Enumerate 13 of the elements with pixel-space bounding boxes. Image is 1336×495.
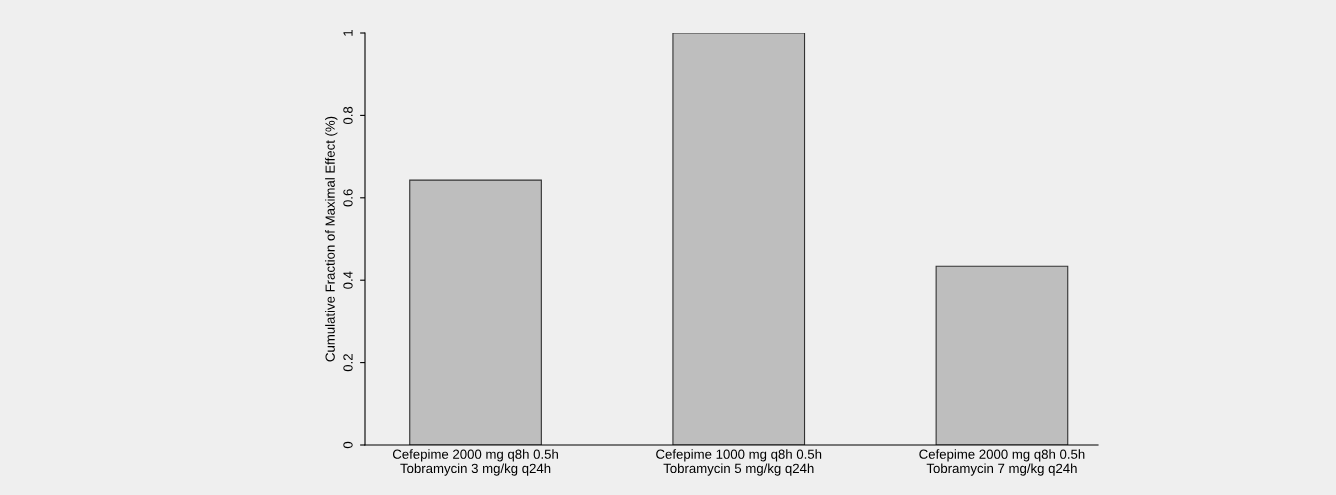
bar (935, 265, 1069, 445)
bar (409, 179, 542, 445)
x-tick-label: Cefepime 1000 mg q8h 0.5h Tobramycin 5 mg/kg q24h (656, 449, 822, 476)
y-tick-label: 0.6 (343, 189, 353, 207)
y-tick-label: 0 (343, 441, 353, 449)
x-tick-label: Cefepime 2000 mg q8h 0.5h Tobramycin 7 mg/kg q24h (919, 449, 1085, 476)
x-tick-label: Cefepime 2000 mg q8h 0.5h Tobramycin 3 mg/kg q24h (392, 449, 558, 476)
y-tick-label: 0.4 (343, 271, 353, 289)
y-tick-label: 1 (343, 29, 353, 36)
y-axis-title: Cumulative Fraction of Maximal Effect (%) (325, 116, 338, 362)
bar (672, 33, 806, 445)
y-tick-label: 0.2 (343, 354, 353, 372)
y-tick-label: 0.8 (343, 106, 353, 125)
